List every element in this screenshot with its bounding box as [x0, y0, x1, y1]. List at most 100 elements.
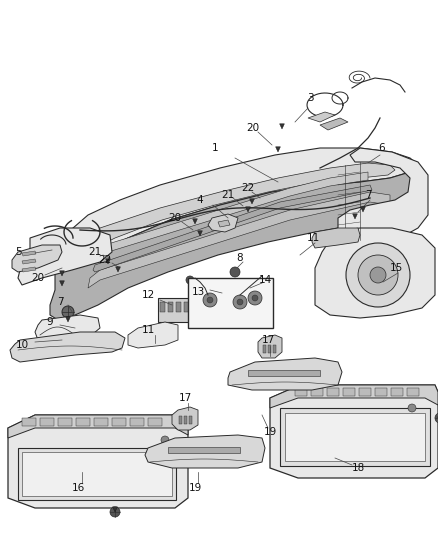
- Bar: [148, 418, 162, 426]
- Bar: [40, 418, 54, 426]
- Text: 22: 22: [99, 255, 112, 265]
- Bar: [285, 413, 425, 461]
- Bar: [189, 416, 192, 424]
- Circle shape: [110, 507, 120, 517]
- Text: 3: 3: [307, 93, 313, 103]
- Polygon shape: [353, 214, 357, 219]
- Circle shape: [408, 404, 416, 412]
- Text: 5: 5: [15, 247, 21, 257]
- Circle shape: [358, 255, 398, 295]
- Polygon shape: [18, 228, 112, 285]
- Polygon shape: [172, 407, 198, 430]
- Polygon shape: [50, 165, 418, 320]
- Circle shape: [62, 306, 74, 318]
- Text: 19: 19: [263, 427, 277, 437]
- Circle shape: [435, 413, 438, 423]
- Bar: [311, 388, 323, 396]
- Polygon shape: [128, 322, 178, 348]
- Text: 7: 7: [365, 190, 371, 200]
- Circle shape: [237, 299, 243, 305]
- Polygon shape: [193, 219, 198, 224]
- Polygon shape: [250, 199, 254, 204]
- Polygon shape: [113, 507, 117, 512]
- Text: 18: 18: [351, 463, 364, 473]
- Bar: [248, 370, 320, 376]
- Bar: [391, 388, 403, 396]
- Bar: [179, 416, 182, 424]
- Circle shape: [230, 267, 240, 277]
- Text: 14: 14: [258, 275, 272, 285]
- Text: 12: 12: [141, 290, 155, 300]
- Circle shape: [161, 436, 169, 444]
- Bar: [94, 418, 108, 426]
- Polygon shape: [145, 435, 265, 468]
- Bar: [407, 388, 419, 396]
- Bar: [168, 302, 173, 312]
- Polygon shape: [246, 207, 251, 212]
- Bar: [18, 448, 176, 500]
- Bar: [327, 388, 339, 396]
- Circle shape: [186, 276, 194, 284]
- Text: 11: 11: [306, 233, 320, 243]
- Text: 20: 20: [247, 123, 260, 133]
- Polygon shape: [10, 332, 125, 362]
- Polygon shape: [66, 317, 71, 322]
- Bar: [375, 388, 387, 396]
- Bar: [295, 388, 307, 396]
- Polygon shape: [60, 271, 64, 276]
- Bar: [273, 345, 276, 353]
- Polygon shape: [218, 220, 230, 227]
- Bar: [359, 388, 371, 396]
- Bar: [22, 418, 36, 426]
- Text: 22: 22: [241, 183, 254, 193]
- Bar: [76, 418, 90, 426]
- Polygon shape: [276, 147, 280, 152]
- Bar: [130, 418, 144, 426]
- Polygon shape: [22, 267, 36, 272]
- Text: 13: 13: [191, 287, 205, 297]
- Circle shape: [203, 293, 217, 307]
- Polygon shape: [360, 207, 365, 212]
- Polygon shape: [315, 228, 435, 318]
- Text: 6: 6: [379, 143, 385, 153]
- Polygon shape: [52, 148, 418, 268]
- Polygon shape: [60, 281, 64, 286]
- Circle shape: [346, 243, 410, 307]
- Text: 4: 4: [197, 195, 203, 205]
- Polygon shape: [8, 415, 188, 438]
- Bar: [184, 416, 187, 424]
- Polygon shape: [270, 385, 438, 478]
- Polygon shape: [338, 148, 428, 242]
- Polygon shape: [35, 315, 100, 342]
- Text: 9: 9: [47, 317, 53, 327]
- Text: 10: 10: [15, 340, 28, 350]
- Text: 20: 20: [32, 273, 45, 283]
- Text: 17: 17: [178, 393, 192, 403]
- Circle shape: [233, 295, 247, 309]
- Text: 11: 11: [141, 325, 155, 335]
- Text: 7: 7: [57, 297, 64, 307]
- Text: 19: 19: [188, 483, 201, 493]
- Polygon shape: [116, 267, 120, 272]
- Polygon shape: [106, 259, 110, 264]
- Circle shape: [248, 291, 262, 305]
- Bar: [22, 452, 172, 496]
- Text: 1: 1: [212, 143, 218, 153]
- Polygon shape: [208, 214, 238, 232]
- Polygon shape: [270, 385, 438, 408]
- Circle shape: [207, 297, 213, 303]
- Polygon shape: [88, 192, 390, 288]
- Text: 20: 20: [169, 213, 182, 223]
- Text: 21: 21: [221, 190, 235, 200]
- Polygon shape: [22, 259, 36, 264]
- Bar: [343, 388, 355, 396]
- Polygon shape: [8, 415, 188, 508]
- Text: 21: 21: [88, 247, 102, 257]
- Polygon shape: [90, 172, 368, 263]
- Polygon shape: [312, 228, 360, 248]
- Bar: [158, 298, 196, 322]
- Bar: [112, 418, 126, 426]
- Bar: [280, 408, 430, 466]
- Polygon shape: [320, 118, 348, 130]
- Text: 16: 16: [71, 483, 85, 493]
